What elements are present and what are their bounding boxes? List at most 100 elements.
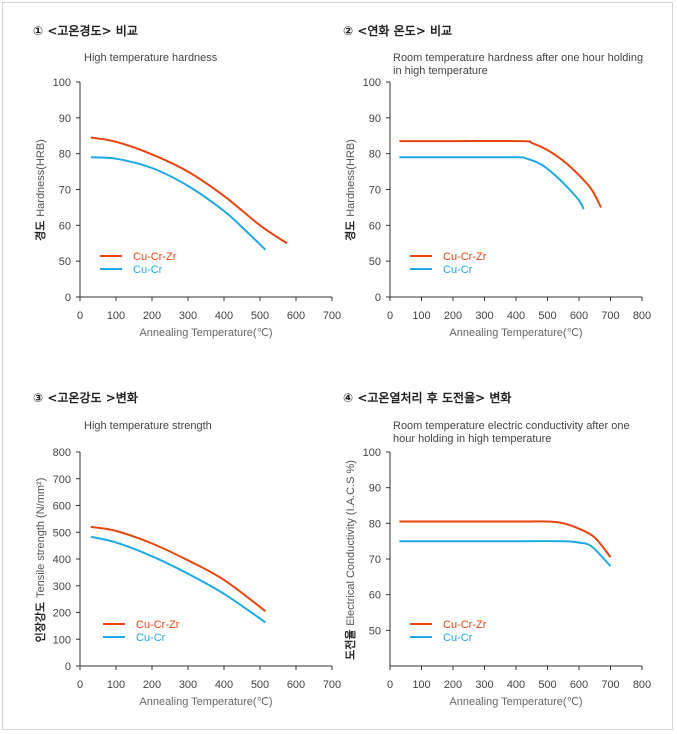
x-tick-label: 200 bbox=[143, 310, 161, 322]
x-axis-label: Annealing Temperature(℃) bbox=[139, 327, 272, 339]
legend-label: Cu-Cr bbox=[443, 632, 473, 644]
y-tick-label: 60 bbox=[369, 220, 381, 232]
y-tick-label: 800 bbox=[53, 447, 71, 459]
x-tick-label: 700 bbox=[323, 679, 341, 691]
x-tick-label: 100 bbox=[107, 310, 125, 322]
x-axis-label: Annealing Temperature(℃) bbox=[449, 696, 582, 708]
x-tick-label: 0 bbox=[77, 679, 83, 691]
x-tick-label: 100 bbox=[107, 679, 125, 691]
x-tick-label: 600 bbox=[570, 310, 588, 322]
y-tick-label: 50 bbox=[369, 256, 381, 268]
x-tick-label: 500 bbox=[251, 310, 269, 322]
y-tick-label: 400 bbox=[53, 554, 71, 566]
legend-label: Cu-Cr bbox=[443, 264, 473, 276]
x-tick-label: 400 bbox=[507, 310, 525, 322]
y-tick-label: 0 bbox=[375, 292, 381, 304]
x-axis-label: Annealing Temperature(℃) bbox=[449, 327, 582, 339]
x-tick-label: 700 bbox=[601, 679, 619, 691]
x-tick-label: 0 bbox=[77, 310, 83, 322]
x-tick-label: 100 bbox=[412, 679, 430, 691]
y-axis-label: 경도 Hardness(HRB) bbox=[343, 139, 357, 241]
x-tick-label: 500 bbox=[538, 679, 556, 691]
series-line-cu-cr bbox=[90, 535, 266, 624]
panel-heading: ④ <고온열처리 후 도전율> 변화 bbox=[343, 391, 512, 405]
y-tick-label: 70 bbox=[369, 554, 381, 566]
y-axis-label-english: Electrical Conductivity (I.A.C.S %) bbox=[345, 460, 357, 626]
y-axis-label-korean: 경도 bbox=[343, 217, 357, 241]
legend-label: Cu-Cr bbox=[136, 632, 166, 644]
x-tick-label: 300 bbox=[179, 679, 197, 691]
y-axis-label-english: Tensile strength (N/mm²) bbox=[35, 478, 47, 598]
x-tick-label: 600 bbox=[287, 679, 305, 691]
y-tick-label: 0 bbox=[65, 292, 71, 304]
y-axis-label: 인장강도 Tensile strength (N/mm²) bbox=[33, 478, 47, 643]
y-tick-label: 600 bbox=[53, 501, 71, 513]
y-tick-label: 60 bbox=[59, 220, 71, 232]
x-tick-label: 500 bbox=[251, 679, 269, 691]
y-axis-label: 도전율 Electrical Conductivity (I.A.C.S %) bbox=[343, 460, 357, 660]
y-tick-label: 90 bbox=[369, 113, 381, 125]
y-tick-label: 90 bbox=[59, 113, 71, 125]
x-tick-label: 700 bbox=[323, 310, 341, 322]
x-tick-label: 200 bbox=[444, 310, 462, 322]
y-tick-label: 500 bbox=[53, 527, 71, 539]
x-tick-label: 800 bbox=[633, 679, 651, 691]
y-tick-label: 70 bbox=[59, 185, 71, 197]
legend-label: Cu-Cr bbox=[133, 264, 163, 276]
x-tick-label: 800 bbox=[633, 310, 651, 322]
y-tick-label: 80 bbox=[59, 149, 71, 161]
series-line-cu-cr-zr bbox=[90, 525, 267, 612]
x-tick-label: 300 bbox=[475, 310, 493, 322]
legend-label: Cu-Cr-Zr bbox=[443, 619, 487, 631]
y-tick-label: 60 bbox=[369, 590, 381, 602]
y-axis-label-korean: 인장강도 bbox=[33, 598, 47, 642]
x-tick-label: 400 bbox=[507, 679, 525, 691]
chart-title: High temperature hardness bbox=[84, 52, 218, 64]
x-tick-label: 700 bbox=[601, 310, 619, 322]
legend-label: Cu-Cr-Zr bbox=[443, 251, 487, 263]
x-axis-label: Annealing Temperature(℃) bbox=[139, 696, 272, 708]
y-tick-label: 0 bbox=[65, 661, 71, 673]
y-axis-label-english: Hardness(HRB) bbox=[35, 139, 47, 217]
y-tick-label: 50 bbox=[59, 256, 71, 268]
x-tick-label: 100 bbox=[412, 310, 430, 322]
y-tick-label: 70 bbox=[369, 185, 381, 197]
series-line-cu-cr bbox=[399, 540, 612, 567]
y-tick-label: 200 bbox=[53, 608, 71, 620]
series-line-cu-cr bbox=[90, 156, 267, 251]
series-line-cu-cr bbox=[399, 156, 585, 210]
x-tick-label: 300 bbox=[475, 679, 493, 691]
y-tick-label: 90 bbox=[369, 483, 381, 495]
y-tick-label: 100 bbox=[363, 447, 381, 459]
series-line-cu-cr-zr bbox=[399, 139, 602, 208]
y-tick-label: 100 bbox=[53, 77, 71, 89]
panel-heading: ② <연화 온도> 비교 bbox=[343, 24, 453, 38]
x-tick-label: 300 bbox=[179, 310, 197, 322]
x-tick-label: 0 bbox=[387, 310, 393, 322]
x-tick-label: 600 bbox=[570, 679, 588, 691]
panel-heading: ① <고온경도> 비교 bbox=[33, 24, 138, 38]
y-tick-label: 300 bbox=[53, 581, 71, 593]
legend-label: Cu-Cr-Zr bbox=[136, 619, 180, 631]
x-tick-label: 400 bbox=[215, 310, 233, 322]
y-tick-label: 700 bbox=[53, 474, 71, 486]
x-tick-label: 200 bbox=[444, 679, 462, 691]
y-tick-label: 100 bbox=[53, 634, 71, 646]
y-tick-label: 80 bbox=[369, 518, 381, 530]
x-tick-label: 200 bbox=[143, 679, 161, 691]
chart-title: Room temperature electric conductivity a… bbox=[393, 420, 630, 445]
legend-label: Cu-Cr-Zr bbox=[133, 251, 177, 263]
y-axis-label-english: Hardness(HRB) bbox=[345, 139, 357, 217]
y-tick-label: 80 bbox=[369, 149, 381, 161]
y-axis-label: 경도 Hardness(HRB) bbox=[33, 139, 47, 241]
x-tick-label: 0 bbox=[387, 679, 393, 691]
y-tick-label: 100 bbox=[363, 77, 381, 89]
y-tick-label: 50 bbox=[369, 625, 381, 637]
series-line-cu-cr-zr bbox=[90, 136, 288, 245]
x-tick-label: 600 bbox=[287, 310, 305, 322]
y-axis-label-korean: 경도 bbox=[33, 217, 47, 241]
